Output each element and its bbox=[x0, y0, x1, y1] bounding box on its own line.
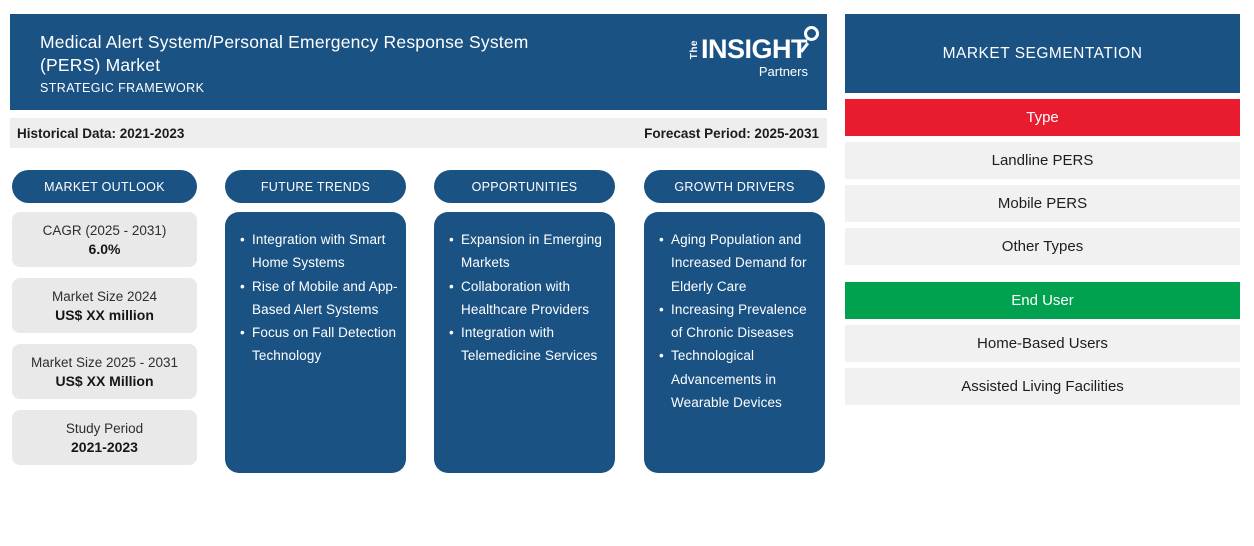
title-banner: Medical Alert System/Personal Emergency … bbox=[10, 14, 827, 110]
logo-partners: Partners bbox=[758, 64, 808, 79]
stat-value: 2021-2023 bbox=[71, 438, 138, 455]
period-bar: Historical Data: 2021-2023 Forecast Peri… bbox=[10, 118, 827, 148]
column-future-trends: FUTURE TRENDS Integration with Smart Hom… bbox=[225, 170, 406, 473]
bullet-list: Aging Population and Increased Demand fo… bbox=[659, 228, 817, 414]
bullet-item: Rise of Mobile and App-Based Alert Syste… bbox=[240, 275, 398, 322]
stat-label: Market Size 2025 - 2031 bbox=[30, 354, 179, 370]
logo-insight-wordmark: INSIGHT bbox=[700, 26, 819, 64]
stat-card-market-size-forecast: Market Size 2025 - 2031 US$ XX Million bbox=[12, 344, 197, 399]
stat-value: US$ XX million bbox=[55, 306, 154, 323]
stat-value: 6.0% bbox=[88, 240, 121, 257]
page-title-line2: (PERS) Market bbox=[40, 55, 161, 75]
stat-value: US$ XX Million bbox=[55, 372, 154, 389]
forecast-period-label: Forecast Period: 2025-2031 bbox=[644, 125, 819, 141]
market-segmentation-panel: MARKET SEGMENTATION Type Landline PERS M… bbox=[845, 14, 1240, 405]
segment-item-home-based-users: Home-Based Users bbox=[845, 325, 1240, 362]
stat-label: Market Size 2024 bbox=[51, 288, 158, 304]
segment-item-assisted-living-facilities: Assisted Living Facilities bbox=[845, 368, 1240, 405]
column-growth-drivers: GROWTH DRIVERS Aging Population and Incr… bbox=[644, 170, 825, 473]
segment-group-end-user: End User Home-Based Users Assisted Livin… bbox=[845, 282, 1240, 405]
segment-item-landline-pers: Landline PERS bbox=[845, 142, 1240, 179]
growth-drivers-card: Aging Population and Increased Demand fo… bbox=[644, 212, 825, 473]
segment-type-header: Type bbox=[845, 99, 1240, 136]
bullet-item: Increasing Prevalence of Chronic Disease… bbox=[659, 298, 817, 345]
bullet-item: Integration with Smart Home Systems bbox=[240, 228, 398, 275]
segment-item-other-types: Other Types bbox=[845, 228, 1240, 265]
page-title: Medical Alert System/Personal Emergency … bbox=[40, 32, 529, 52]
magnifier-icon bbox=[804, 26, 819, 41]
column-opportunities: OPPORTUNITIES Expansion in Emerging Mark… bbox=[434, 170, 615, 473]
bullet-list: Expansion in Emerging Markets Collaborat… bbox=[449, 228, 607, 368]
logo-the: The bbox=[688, 39, 700, 60]
bullet-item: Expansion in Emerging Markets bbox=[449, 228, 607, 275]
bullet-item: Collaboration with Healthcare Providers bbox=[449, 275, 607, 322]
stat-card-cagr: CAGR (2025 - 2031) 6.0% bbox=[12, 212, 197, 267]
segment-item-mobile-pers: Mobile PERS bbox=[845, 185, 1240, 222]
bullet-list: Integration with Smart Home Systems Rise… bbox=[240, 228, 398, 368]
bullet-item: Technological Advancements in Wearable D… bbox=[659, 344, 817, 414]
stat-label: Study Period bbox=[65, 420, 144, 436]
segment-group-type: Type Landline PERS Mobile PERS Other Typ… bbox=[845, 99, 1240, 265]
future-trends-card: Integration with Smart Home Systems Rise… bbox=[225, 212, 406, 473]
growth-drivers-pill: GROWTH DRIVERS bbox=[644, 170, 825, 203]
stat-card-market-size-2024: Market Size 2024 US$ XX million bbox=[12, 278, 197, 333]
opportunities-card: Expansion in Emerging Markets Collaborat… bbox=[434, 212, 615, 473]
logo-insight-text: INSIGHT bbox=[700, 34, 808, 64]
stat-label: CAGR (2025 - 2031) bbox=[42, 222, 167, 238]
segmentation-title: MARKET SEGMENTATION bbox=[845, 14, 1240, 93]
opportunities-pill: OPPORTUNITIES bbox=[434, 170, 615, 203]
bullet-item: Integration with Telemedicine Services bbox=[449, 321, 607, 368]
logo-wordmark-row: The INSIGHT bbox=[651, 26, 819, 64]
bullet-item: Focus on Fall Detection Technology bbox=[240, 321, 398, 368]
column-market-outlook: MARKET OUTLOOK CAGR (2025 - 2031) 6.0% M… bbox=[12, 170, 197, 476]
market-outlook-pill: MARKET OUTLOOK bbox=[12, 170, 197, 203]
insight-partners-logo: The INSIGHT Partners bbox=[651, 26, 819, 79]
page-subtitle: STRATEGIC FRAMEWORK bbox=[40, 81, 205, 95]
future-trends-pill: FUTURE TRENDS bbox=[225, 170, 406, 203]
historical-data-label: Historical Data: 2021-2023 bbox=[17, 125, 185, 141]
bullet-item: Aging Population and Increased Demand fo… bbox=[659, 228, 817, 298]
segment-enduser-header: End User bbox=[845, 282, 1240, 319]
stat-card-study-period: Study Period 2021-2023 bbox=[12, 410, 197, 465]
